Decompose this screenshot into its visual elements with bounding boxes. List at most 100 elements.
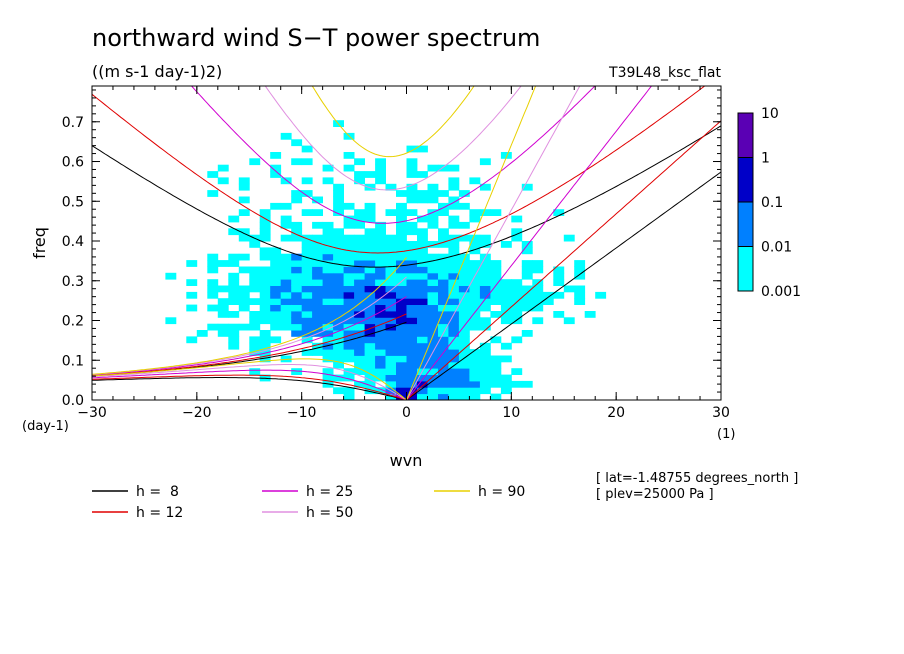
contour-cell <box>448 323 460 331</box>
contour-cell <box>511 304 523 312</box>
contour-cell <box>417 260 428 267</box>
contour-cell <box>521 380 533 388</box>
contour-cell <box>354 209 365 216</box>
contour-cell <box>249 368 261 375</box>
contour-cell <box>375 342 386 350</box>
dispersion-curve <box>406 86 581 400</box>
contour-cell <box>375 317 386 325</box>
x-unit-label: (1) <box>717 427 735 442</box>
contour-cell <box>238 183 250 191</box>
contour-cell <box>301 298 313 305</box>
contour-cell <box>417 380 428 388</box>
contour-cell <box>312 291 323 299</box>
contour-cell <box>574 272 586 280</box>
contour-cell <box>322 291 334 299</box>
contour-cell <box>343 279 355 286</box>
contour-cell <box>479 158 491 166</box>
contour-cell <box>479 317 491 325</box>
contour-cell <box>469 368 481 375</box>
contour-cell <box>396 317 407 325</box>
contour-cell <box>553 279 565 286</box>
contour-cell <box>291 196 303 204</box>
contour-cell <box>553 209 565 216</box>
contour-cell <box>343 266 355 274</box>
contour-cell <box>217 323 229 331</box>
contour-cell <box>458 317 470 325</box>
contour-cell <box>553 311 565 318</box>
contour-cell <box>500 380 512 388</box>
contour-cell <box>479 380 491 388</box>
contour-cell <box>458 266 470 274</box>
contour-cell <box>249 279 261 286</box>
contour-cell <box>312 266 323 274</box>
contour-cell <box>270 317 282 325</box>
chart-title: northward wind S−T power spectrum <box>92 24 540 52</box>
contour-cell <box>406 260 418 267</box>
x-tick-label: 10 <box>502 405 520 421</box>
contour-cell <box>333 323 344 331</box>
contour-cell <box>364 323 376 331</box>
contour-cell <box>207 260 219 267</box>
contour-cell <box>354 221 365 229</box>
contour-cell <box>490 209 502 216</box>
contour-cell <box>364 361 376 369</box>
legend-label: h = 50 <box>306 505 353 521</box>
contour-cell <box>385 260 397 267</box>
contour-cell <box>500 317 512 325</box>
contour-cell <box>301 177 313 185</box>
contour-cell <box>511 228 523 236</box>
contour-cell <box>259 247 271 255</box>
dispersion-curve <box>92 257 407 375</box>
contour-cell <box>417 241 428 248</box>
contour-cell <box>291 228 303 236</box>
contour-cell <box>301 304 313 312</box>
contour-cell <box>385 349 397 356</box>
contour-cell <box>259 285 271 293</box>
contour-cell <box>396 253 407 261</box>
contour-cell <box>396 298 407 305</box>
contour-cell <box>396 387 407 395</box>
contour-cell <box>354 361 365 369</box>
contour-cell <box>427 380 439 388</box>
colorbar-swatch <box>737 112 754 158</box>
contour-cell <box>385 368 397 375</box>
contour-cell <box>417 387 428 395</box>
contour-cell <box>280 323 292 331</box>
contour-cell <box>458 374 470 382</box>
contour-cell <box>500 285 512 293</box>
contour-cell <box>354 368 365 375</box>
contour-cell <box>406 311 418 318</box>
contour-cell <box>417 145 428 153</box>
contour-cell <box>354 177 365 185</box>
contour-cell <box>396 330 407 337</box>
contour-cell <box>511 285 523 293</box>
contour-cell <box>417 279 428 286</box>
contour-cell <box>458 285 470 293</box>
contour-cell <box>448 355 460 363</box>
contour-cell <box>354 266 365 274</box>
contour-cell <box>364 260 376 267</box>
contour-cell <box>364 253 376 261</box>
contour-cell <box>479 298 491 305</box>
contour-cell <box>333 342 344 350</box>
contour-cell <box>427 183 439 191</box>
contour-cell <box>280 304 292 312</box>
contour-cell <box>427 260 439 267</box>
contour-cell <box>385 336 397 344</box>
contour-cell <box>375 164 386 172</box>
contour-cell <box>333 279 344 286</box>
contour-cell <box>259 228 271 236</box>
contour-cell <box>364 368 376 375</box>
contour-cell <box>301 330 313 337</box>
contour-cell <box>458 304 470 312</box>
contour-cell <box>385 272 397 280</box>
contour-cell <box>333 355 344 363</box>
contour-cell <box>259 253 271 261</box>
contour-cell <box>333 387 344 395</box>
contour-cell <box>280 234 292 242</box>
contour-cell <box>280 285 292 293</box>
contour-cell <box>406 330 418 337</box>
contour-cell <box>438 234 449 242</box>
contour-cell <box>574 266 586 274</box>
contour-cell <box>438 317 449 325</box>
